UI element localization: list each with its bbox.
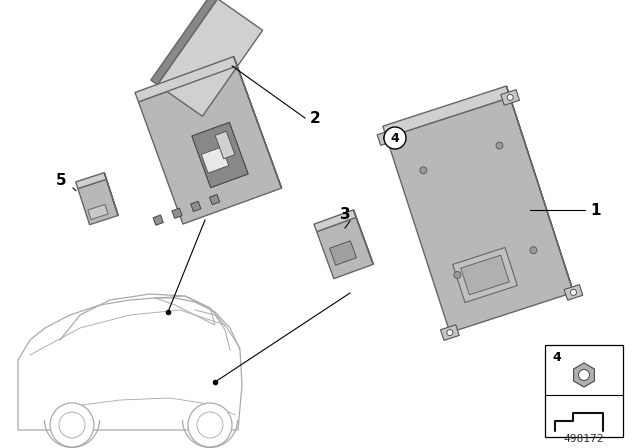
Polygon shape [452, 247, 517, 302]
Polygon shape [440, 325, 459, 340]
Text: 5: 5 [56, 172, 66, 188]
Circle shape [188, 403, 232, 447]
Circle shape [420, 167, 427, 174]
Polygon shape [201, 147, 228, 173]
Polygon shape [104, 172, 118, 215]
Polygon shape [506, 86, 573, 293]
Circle shape [384, 127, 406, 149]
Polygon shape [88, 204, 108, 220]
Polygon shape [138, 66, 282, 224]
Polygon shape [353, 210, 373, 264]
Polygon shape [317, 217, 373, 279]
Polygon shape [157, 0, 262, 116]
Circle shape [447, 330, 453, 336]
Polygon shape [76, 172, 106, 189]
Circle shape [50, 403, 94, 447]
Text: 4: 4 [390, 132, 399, 145]
Polygon shape [151, 0, 218, 85]
Polygon shape [564, 284, 583, 300]
Polygon shape [78, 179, 118, 225]
Polygon shape [209, 194, 220, 205]
Text: 3: 3 [340, 207, 350, 222]
Text: 2: 2 [310, 111, 321, 125]
Polygon shape [18, 298, 242, 430]
Polygon shape [377, 130, 396, 146]
Polygon shape [501, 90, 520, 105]
Polygon shape [573, 363, 595, 387]
Circle shape [530, 247, 537, 254]
Polygon shape [153, 215, 163, 225]
Circle shape [579, 370, 589, 380]
Circle shape [570, 289, 577, 295]
Polygon shape [387, 97, 573, 332]
Polygon shape [330, 241, 356, 265]
Bar [545, 345, 623, 437]
Text: 4: 4 [552, 350, 561, 363]
Polygon shape [461, 255, 509, 295]
Polygon shape [383, 86, 510, 138]
Polygon shape [314, 210, 356, 232]
Text: 1: 1 [590, 202, 600, 217]
Circle shape [383, 134, 390, 141]
Polygon shape [215, 131, 235, 159]
Circle shape [507, 95, 513, 100]
Polygon shape [234, 56, 282, 188]
Circle shape [59, 412, 85, 438]
Text: 498172: 498172 [564, 434, 604, 444]
Polygon shape [172, 208, 182, 218]
Polygon shape [191, 201, 201, 211]
Polygon shape [135, 56, 237, 102]
Circle shape [454, 271, 461, 278]
Circle shape [496, 142, 503, 149]
Polygon shape [192, 122, 248, 188]
Circle shape [197, 412, 223, 438]
